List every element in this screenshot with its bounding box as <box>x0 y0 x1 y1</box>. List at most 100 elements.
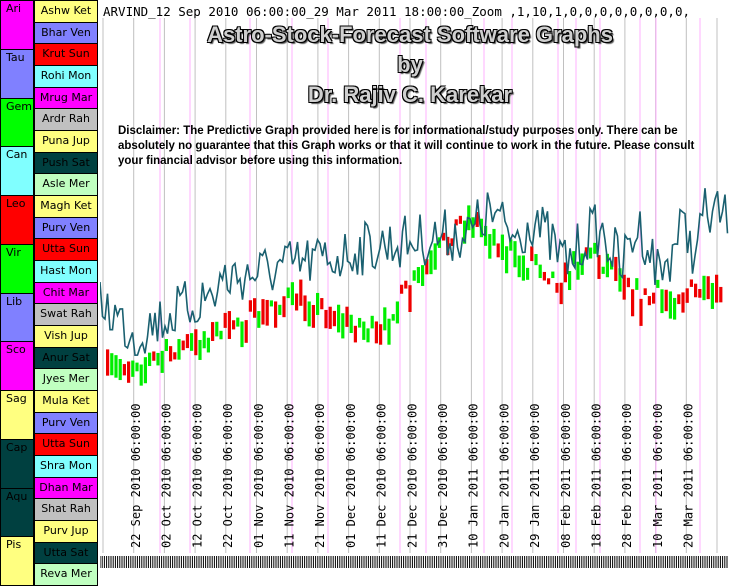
forecast-candle <box>139 364 143 386</box>
forecast-chart: 22 Sep 2010 06:00:00 02 Oct 2010 06:00:00… <box>100 18 729 568</box>
forecast-candle <box>673 297 677 320</box>
forecast-candle <box>429 250 433 275</box>
forecast-candle <box>274 301 278 328</box>
forecast-candle <box>379 324 383 345</box>
forecast-candle <box>647 296 651 306</box>
forecast-candle <box>517 255 521 278</box>
forecast-candle <box>219 330 223 340</box>
nakshatra-puna-jup: Puna Jup <box>34 130 98 153</box>
forecast-candle <box>127 361 131 383</box>
forecast-candle <box>404 280 408 289</box>
forecast-candle <box>316 292 320 315</box>
forecast-candle <box>626 277 630 288</box>
sign-aqu: Aqu <box>0 487 34 538</box>
forecast-candle <box>542 271 546 281</box>
forecast-candle <box>555 282 559 293</box>
nakshatra-vish-jup: Vish Jup <box>34 325 98 348</box>
title-line-2: by <box>397 52 423 77</box>
nakshatra-dhan-mar: Dhan Mar <box>34 476 98 500</box>
forecast-candle <box>311 304 315 328</box>
forecast-candle <box>387 318 391 345</box>
forecast-candle <box>177 339 181 360</box>
forecast-candle <box>261 299 265 325</box>
forecast-candle <box>223 312 227 328</box>
nakshatra-shat-rah: Shat Rah <box>34 498 98 521</box>
x-tick-label: 02 Oct 2010 06:00:00 <box>160 404 174 549</box>
forecast-candle <box>248 300 252 312</box>
x-tick-label: 11 Nov 2010 06:00:00 <box>283 404 297 549</box>
forecast-candle <box>337 304 341 333</box>
forecast-candle <box>437 237 441 248</box>
nakshatra-ardr-rah: Ardr Rah <box>34 108 98 131</box>
forecast-candle <box>290 282 294 306</box>
forecast-candle <box>295 293 299 311</box>
forecast-candle <box>694 283 698 298</box>
forecast-candle <box>450 238 454 247</box>
x-tick-label: 22 Oct 2010 06:00:00 <box>221 404 235 549</box>
forecast-candle <box>526 267 530 280</box>
forecast-candle <box>509 239 513 251</box>
forecast-candle <box>374 321 378 344</box>
forecast-candle <box>458 215 462 224</box>
x-tick-label: 01 Dec 2010 06:00:00 <box>344 404 358 549</box>
nakshatra-utta-sun: Utta Sun <box>34 433 98 456</box>
forecast-candle <box>131 360 135 377</box>
forecast-candle <box>685 288 689 303</box>
forecast-candle <box>148 352 152 367</box>
title-line-1: Astro-Stock-Forecast Software Graphs <box>207 22 613 47</box>
forecast-candle <box>521 255 525 281</box>
forecast-candle <box>244 320 248 343</box>
x-tick-label: 22 Sep 2010 06:00:00 <box>129 404 143 549</box>
forecast-candle <box>169 346 173 362</box>
nakshatra-purv-ven: Purv Ven <box>34 411 98 435</box>
forecast-candle <box>349 314 353 334</box>
forecast-candle <box>568 271 572 291</box>
forecast-candle <box>215 321 219 337</box>
forecast-candle <box>366 328 370 343</box>
sign-sco: Sco <box>0 341 34 391</box>
nakshatra-jyes-mer: Jyes Mer <box>34 368 98 391</box>
x-tick-label: 28 Feb 2011 06:00:00 <box>620 404 634 549</box>
nakshatra-ashw-ket: Ashw Ket <box>34 0 98 23</box>
nakshatra-mula-ket: Mula Ket <box>34 390 98 413</box>
forecast-candle <box>715 274 719 303</box>
sign-leo: Leo <box>0 195 34 245</box>
nakshatra-swat-rah: Swat Rah <box>34 303 98 326</box>
forecast-candle <box>320 298 324 310</box>
nakshatra-reva-mer: Reva Mer <box>34 563 98 586</box>
forecast-candle <box>152 351 156 361</box>
forecast-candle <box>257 311 261 328</box>
forecast-candle <box>677 294 681 305</box>
forecast-candle <box>719 286 723 303</box>
forecast-candle <box>442 232 446 241</box>
sign-can: Can <box>0 146 34 196</box>
forecast-candle <box>265 299 269 326</box>
forecast-candle <box>240 321 244 348</box>
sign-pis: Pis <box>0 536 34 586</box>
forecast-candle <box>353 325 357 343</box>
sign-tau: Tau <box>0 48 34 99</box>
forecast-candle <box>433 243 437 270</box>
forecast-candle <box>572 251 576 265</box>
x-tick-label: 10 Mar 2011 06:00:00 <box>651 404 665 549</box>
forecast-candle <box>475 212 479 227</box>
forecast-candle <box>173 352 177 360</box>
forecast-candle <box>463 220 467 244</box>
forecast-candle <box>639 298 643 326</box>
nakshatra-anur-sat: Anur Sat <box>34 346 98 370</box>
sign-vir: Vir <box>0 243 34 294</box>
forecast-candle <box>698 288 702 298</box>
grid-lines <box>102 18 718 553</box>
nakshatra-chit-mar: Chit Mar <box>34 281 98 305</box>
nakshatra-rohi-mon: Rohi Mon <box>34 65 98 88</box>
forecast-candle <box>454 219 458 226</box>
forecast-candle <box>513 241 517 268</box>
forecast-candle <box>702 275 706 301</box>
forecast-candle <box>194 329 198 356</box>
forecast-candle <box>114 355 118 378</box>
x-tick-label: 31 Dec 2010 06:00:00 <box>436 404 450 549</box>
forecast-candle <box>143 357 147 384</box>
x-tick-label: 20 Jan 2011 06:00:00 <box>497 403 511 548</box>
forecast-candle <box>253 298 257 318</box>
price-line-series <box>100 188 729 357</box>
